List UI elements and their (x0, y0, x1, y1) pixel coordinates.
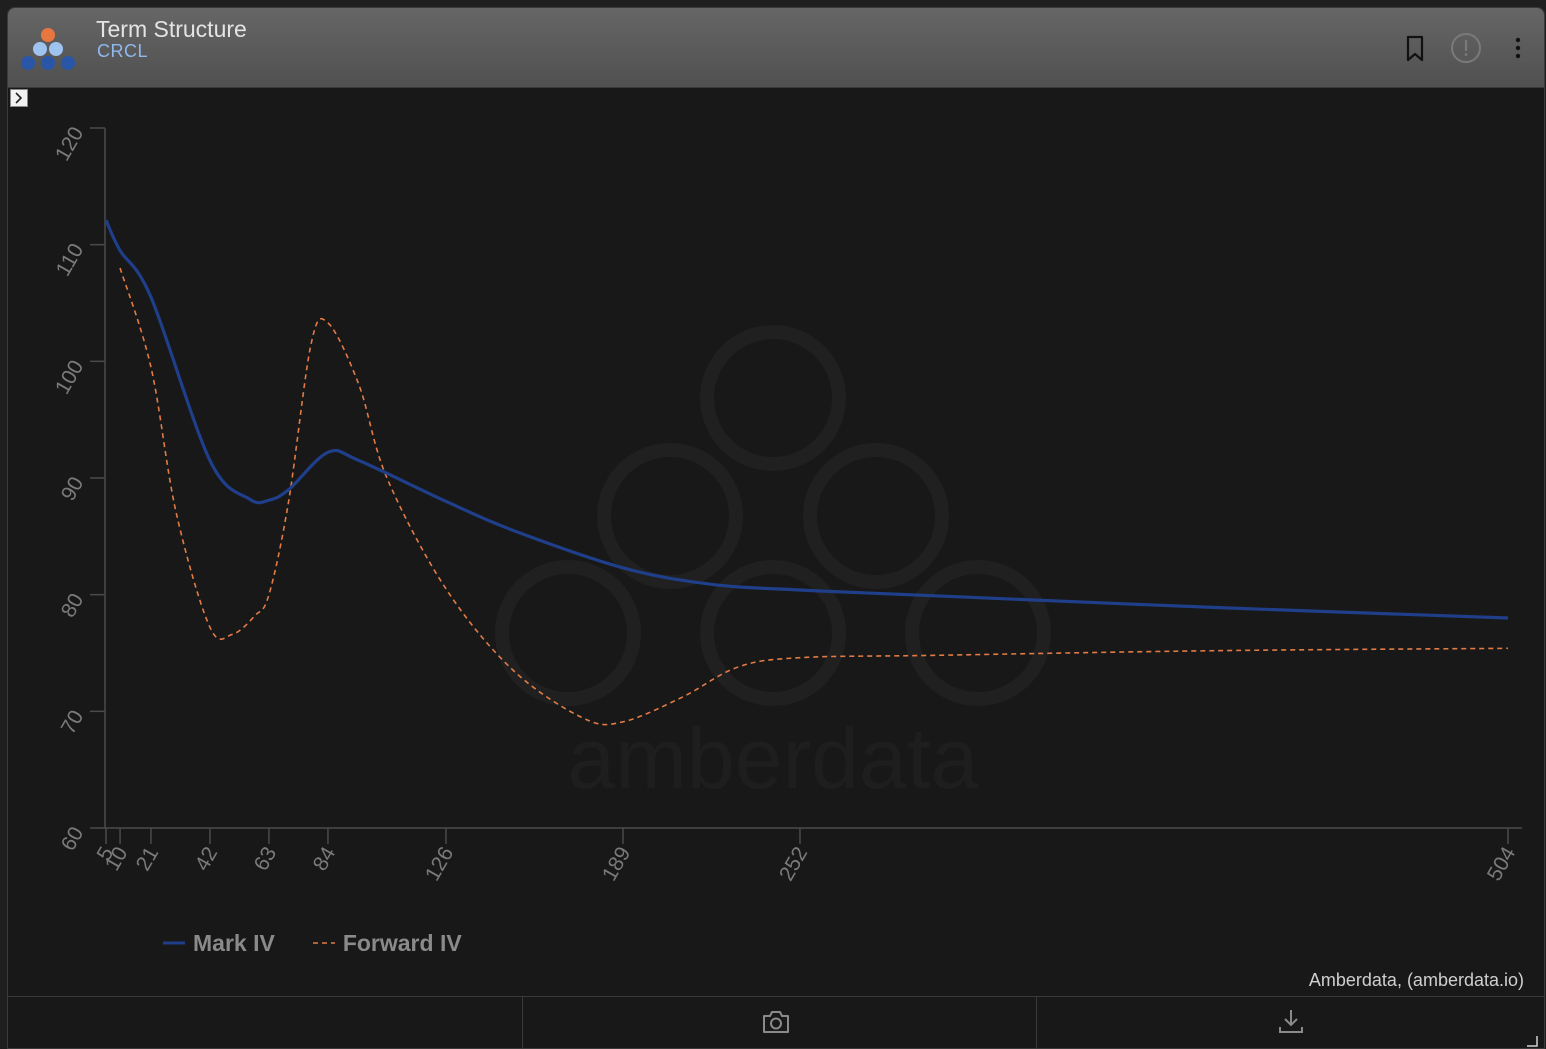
x-tick-label: 63 (250, 843, 282, 875)
y-tick-label: 100 (51, 356, 88, 398)
watermark-circle (495, 560, 641, 706)
amberdata-logo (21, 28, 75, 70)
watermark-circle (905, 560, 1051, 706)
watermark-circle (803, 443, 949, 589)
more-vertical-icon[interactable] (1502, 32, 1534, 64)
x-tick-label: 252 (775, 843, 812, 885)
legend-item-mark-iv[interactable]: Mark IV (163, 930, 275, 957)
legend-label: Mark IV (193, 929, 275, 956)
footer-divider (1036, 997, 1037, 1048)
term-structure-widget: Term Structure CRCL amberdata 60 70 80 90 10… (7, 7, 1545, 1049)
x-tick-label: 126 (421, 843, 458, 885)
chart-series (104, 219, 1509, 726)
bookmark-icon[interactable] (1399, 32, 1431, 64)
camera-icon[interactable] (761, 1009, 791, 1035)
widget-footer (8, 996, 1544, 1048)
chart-legend: Mark IV Forward IV (163, 926, 500, 960)
x-tick-label: 504 (1483, 843, 1521, 885)
widget-header: Term Structure CRCL (8, 8, 1544, 88)
watermark-circle (597, 443, 743, 589)
widget-title: Term Structure (96, 16, 247, 42)
series-line-mark-iv (104, 219, 1509, 620)
series-line-forward-iv (119, 267, 1509, 726)
legend-swatch-forward-iv (312, 942, 335, 944)
y-tick-label: 70 (57, 706, 89, 738)
x-tick-label: 84 (309, 843, 341, 875)
y-tick-label: 120 (51, 123, 88, 165)
resize-handle-icon[interactable] (1526, 1035, 1538, 1047)
watermark-circle (700, 560, 846, 706)
credit-text: Amberdata, (amberdata.io) (1308, 970, 1524, 990)
sidebar-toggle-button[interactable] (10, 89, 28, 107)
x-tick-label: 42 (191, 843, 223, 875)
footer-divider (522, 997, 523, 1048)
x-tick-label: 21 (132, 843, 164, 875)
legend-label: Forward IV (342, 929, 462, 956)
watermark: amberdata (495, 325, 1051, 807)
watermark-circle (700, 325, 846, 471)
info-icon[interactable] (1450, 32, 1482, 64)
x-tick-label: 189 (598, 843, 635, 885)
y-tick-label: 110 (52, 240, 89, 280)
y-tick-label: 80 (57, 590, 89, 622)
legend-item-forward-iv[interactable]: Forward IV (312, 929, 462, 957)
y-tick-label: 90 (57, 473, 89, 505)
y-tick-label: 60 (57, 823, 89, 855)
watermark-text: amberdata (567, 711, 978, 807)
chevron-right-icon (15, 92, 23, 104)
widget-subtitle: CRCL (97, 41, 149, 61)
legend-swatch-mark-iv (163, 941, 185, 945)
download-icon[interactable] (1277, 1007, 1305, 1035)
